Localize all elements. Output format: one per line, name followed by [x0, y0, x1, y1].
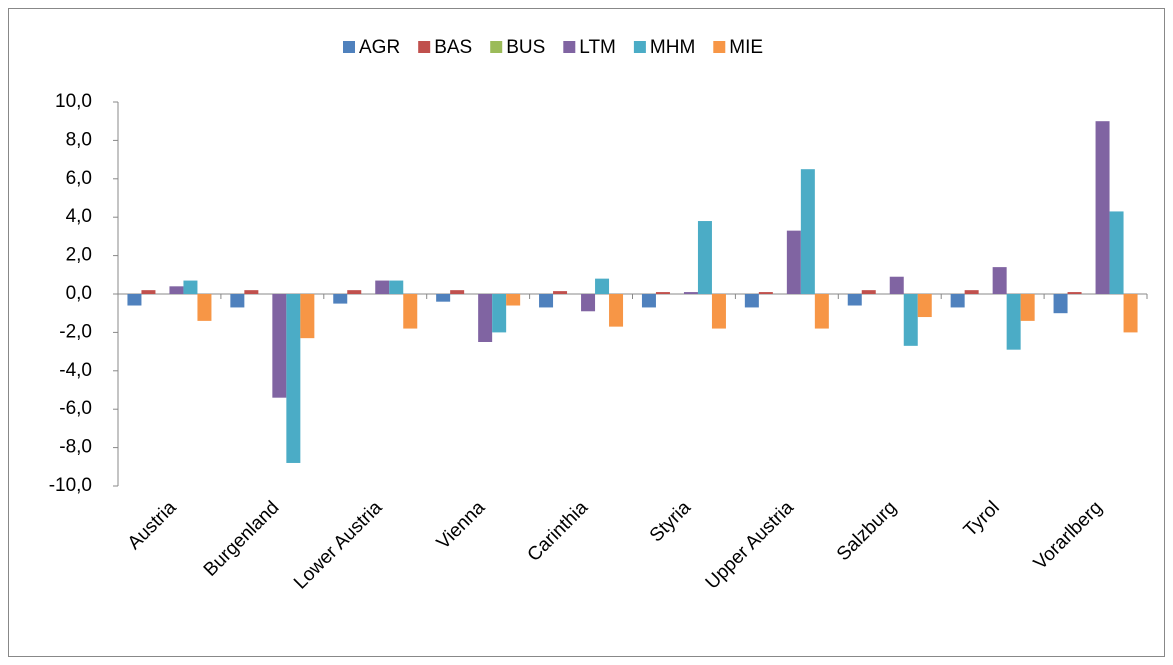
bar: [1053, 294, 1068, 314]
bar: [1006, 294, 1021, 350]
y-tick-label: -6,0: [59, 398, 92, 419]
bar: [903, 294, 918, 346]
bar: [1109, 211, 1124, 294]
bar: [889, 276, 904, 294]
bar: [861, 290, 876, 294]
bar: [300, 294, 315, 339]
bar: [1020, 294, 1035, 321]
y-tick-label: -10,0: [49, 475, 92, 496]
legend-label: AGR: [359, 37, 400, 58]
legend-swatch: [633, 41, 646, 53]
y-tick-label: 8,0: [66, 129, 92, 150]
bar: [141, 290, 156, 294]
bar: [711, 294, 726, 329]
bar: [197, 294, 212, 321]
bar: [244, 290, 259, 294]
bar: [1123, 294, 1138, 333]
y-tick-label: -4,0: [59, 360, 92, 381]
y-tick-label: 6,0: [66, 168, 92, 189]
bar: [539, 294, 554, 308]
bar: [697, 221, 712, 294]
bar: [169, 286, 184, 294]
bar: [641, 294, 656, 308]
bar: [800, 169, 815, 294]
bar: [917, 294, 932, 318]
bar: [286, 294, 301, 463]
bar: [436, 294, 451, 302]
bar: [786, 230, 801, 294]
bar: [183, 280, 198, 294]
y-tick-label: 10,0: [55, 91, 92, 112]
legend-label: BUS: [506, 37, 545, 58]
bar: [1067, 292, 1082, 294]
legend-swatch: [490, 41, 503, 53]
legend-swatch: [563, 41, 576, 53]
bar: [964, 290, 979, 294]
bar: [403, 294, 418, 329]
bar: [1095, 121, 1110, 294]
bar: [272, 294, 287, 398]
bar: [375, 280, 390, 294]
bar: [230, 294, 245, 308]
bar: [609, 294, 624, 327]
legend-label: LTM: [579, 37, 616, 58]
bar: [744, 294, 759, 308]
bar: [127, 294, 142, 306]
bar: [347, 290, 362, 294]
bar: [492, 294, 507, 333]
legend-swatch: [418, 41, 431, 53]
bar: [553, 291, 568, 294]
legend-swatch: [343, 41, 355, 53]
bar: [655, 292, 670, 294]
bar: [333, 294, 348, 304]
bar: [758, 292, 773, 294]
bar: [683, 292, 698, 294]
y-tick-label: 2,0: [66, 245, 92, 266]
bar: [506, 294, 521, 306]
bar: [581, 294, 596, 312]
legend-label: MHM: [650, 37, 695, 58]
chart-frame: [8, 8, 1165, 657]
bar: [389, 280, 404, 294]
bar: [595, 278, 610, 294]
bar: [992, 267, 1007, 294]
legend-label: MIE: [729, 37, 763, 58]
bar: [478, 294, 493, 342]
bar: [847, 294, 862, 306]
bar: [950, 294, 965, 308]
y-tick-label: -8,0: [59, 437, 92, 458]
y-tick-label: 4,0: [66, 206, 92, 227]
bar: [814, 294, 829, 329]
bar: [450, 290, 465, 294]
legend-label: BAS: [434, 37, 472, 58]
y-tick-label: 0,0: [66, 283, 92, 304]
y-tick-label: -2,0: [59, 321, 92, 342]
legend-swatch: [713, 41, 726, 53]
